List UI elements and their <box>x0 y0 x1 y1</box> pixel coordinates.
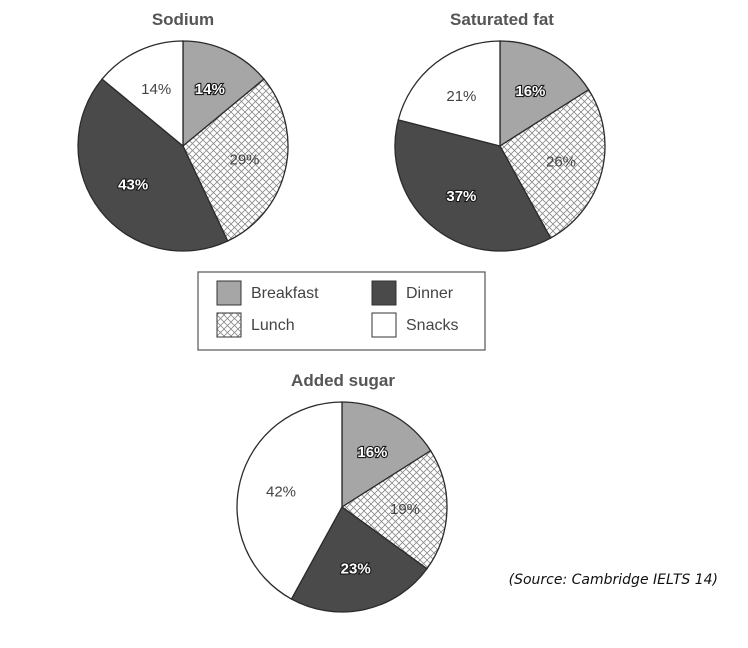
added-sugar-label-breakfast: 16% <box>357 444 387 461</box>
legend-swatch-dinner <box>371 280 397 306</box>
legend-swatch-snacks <box>371 312 397 338</box>
sodium-label-lunch: 29% <box>229 152 259 169</box>
sodium-label-breakfast: 14% <box>195 81 225 98</box>
sodium-chart-title: Sodium <box>152 10 214 29</box>
saturated-fat-label-breakfast: 16% <box>515 83 545 100</box>
added-sugar-slice-dinner <box>290 506 428 613</box>
saturated-fat-pie: 16% 26% 37% 21% <box>394 40 606 252</box>
legend-label-breakfast: Breakfast <box>251 285 319 302</box>
sodium-pie: 14% 29% 43% 14% <box>77 40 289 252</box>
added-sugar-slice-breakfast <box>341 401 432 509</box>
added-sugar-pie: 16% 19% 23% 42% <box>236 401 448 613</box>
saturated-fat-label-lunch: 26% <box>546 154 576 171</box>
legend-label-lunch: Lunch <box>251 317 295 334</box>
saturated-fat-slice-snacks <box>397 40 501 147</box>
added-sugar-slice-lunch <box>340 449 448 570</box>
sodium-label-snacks: 14% <box>141 81 171 98</box>
saturated-fat-slice-lunch <box>499 88 606 239</box>
legend-box <box>197 271 486 351</box>
added-sugar-label-lunch: 19% <box>390 501 420 518</box>
saturated-fat-label-snacks: 21% <box>446 88 476 105</box>
saturated-fat-slice-breakfast <box>499 40 590 148</box>
legend-label-snacks: Snacks <box>406 317 458 334</box>
source-note: (Source: Cambridge IELTS 14) <box>509 572 718 588</box>
added-sugar-label-dinner: 23% <box>341 561 371 578</box>
legend-swatch-breakfast <box>216 280 242 306</box>
added-sugar-slice-snacks <box>236 401 343 600</box>
sodium-slice-dinner <box>77 78 229 252</box>
saturated-fat-slice-dinner <box>394 119 552 252</box>
legend-label-dinner: Dinner <box>406 285 454 302</box>
saturated-fat-chart-title: Saturated fat <box>450 10 554 29</box>
sodium-label-dinner: 43% <box>118 177 148 194</box>
sodium-slice-breakfast <box>182 40 265 148</box>
saturated-fat-label-dinner: 37% <box>446 188 476 205</box>
added-sugar-chart-title: Added sugar <box>291 371 395 390</box>
legend: Breakfast Dinner Lunch Snacks <box>197 271 486 351</box>
legend-swatch-lunch <box>216 312 242 338</box>
sodium-slice-snacks <box>101 40 184 148</box>
added-sugar-label-snacks: 42% <box>266 483 296 500</box>
